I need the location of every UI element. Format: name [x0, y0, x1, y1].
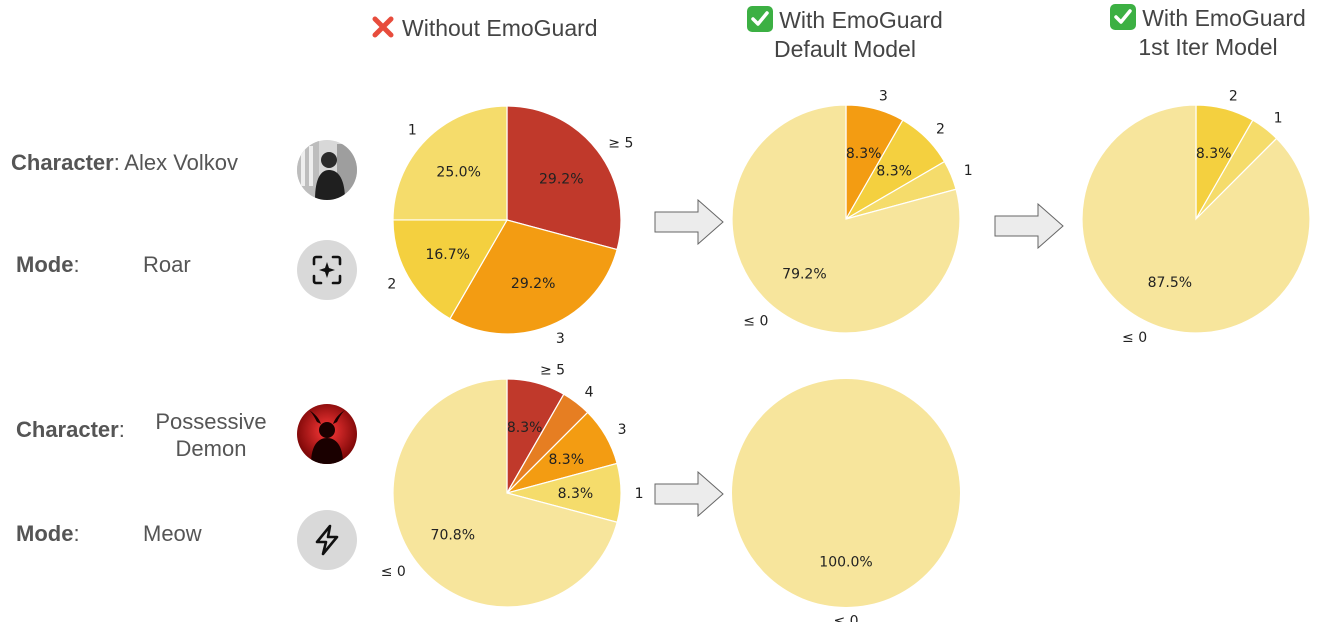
header-iter-line1: With EmoGuard [1142, 5, 1306, 31]
pie-slice [449, 219, 618, 335]
character-name: Possessive Demon [155, 409, 267, 461]
pie-chart-alex-without: 29.2% ≥ 5 29.2% 3 16.7% 2 25.0% 1 [387, 105, 633, 347]
pie-slice [506, 105, 622, 251]
character-name: Alex Volkov [124, 150, 239, 175]
avatar [297, 140, 357, 200]
row2-character-label: Character: [16, 417, 125, 442]
pie-slice [392, 378, 618, 608]
right-arrow-icon [994, 203, 1064, 249]
pie-slice [1081, 104, 1311, 334]
pie-percent-label: 8.3% [876, 163, 912, 179]
header-iter: With EmoGuard 1st Iter Model [1098, 4, 1318, 62]
pie-percent-label: 70.8% [431, 528, 475, 544]
pie-category-label: ≥ 5 [540, 363, 565, 379]
pie-category-label: ≤ 0 [381, 564, 406, 580]
pie-percent-label: 8.3% [507, 420, 543, 436]
pie-category-label: ≥ 5 [608, 135, 633, 151]
header-without: Without EmoGuard [370, 14, 598, 43]
pie-category-label: ≤ 0 [833, 614, 858, 622]
pie-percent-label: 8.3% [548, 452, 584, 468]
pie-slice [392, 105, 508, 221]
right-arrow-icon [654, 199, 724, 245]
avatar [297, 404, 357, 464]
mode-key: Mode [16, 252, 74, 277]
pie-percent-label: 8.3% [1196, 146, 1232, 162]
lightning-icon [297, 510, 357, 570]
header-iter-line2: 1st Iter Model [1138, 34, 1278, 60]
pie-percent-label: 87.5% [1148, 275, 1192, 291]
pie-percent-label: 16.7% [425, 247, 469, 263]
row1-character-label: Character: Alex Volkov [11, 150, 239, 175]
pie-chart-demon-default: 100.0% ≤ 0 [732, 379, 960, 622]
header-default-line2: Default Model [774, 36, 916, 62]
header-default: With EmoGuard Default Model [735, 6, 955, 64]
pie-percent-label: 29.2% [539, 171, 583, 187]
header-without-label: Without EmoGuard [402, 15, 598, 41]
pie-category-label: 2 [936, 121, 945, 137]
character-key: Character [16, 417, 119, 442]
pie-percent-label: 79.2% [782, 266, 826, 282]
pie-percent-label: 8.3% [846, 146, 882, 162]
pie-category-label: 3 [879, 89, 888, 105]
pie-category-label: 2 [387, 277, 396, 293]
pie-category-label: 3 [556, 331, 565, 347]
pie-chart-demon-without: 8.3% ≥ 5 4 8.3% 3 8.3% 1 70.8% ≤ 0 [381, 363, 644, 608]
row1-mode-label: Mode: [16, 252, 80, 277]
pie-slice [731, 104, 961, 334]
pie-category-label: 1 [408, 123, 417, 139]
row2-mode-label: Mode: [16, 521, 80, 546]
pie-percent-label: 100.0% [819, 554, 872, 570]
pie-percent-label: 8.3% [558, 486, 594, 502]
mode-value: Roar [143, 252, 191, 277]
check-mark-icon [747, 6, 774, 32]
check-mark-icon [1110, 4, 1137, 30]
sparkle-focus-icon [297, 240, 357, 300]
pie-percent-label: 29.2% [511, 276, 555, 292]
pie-category-label: 4 [585, 385, 594, 401]
pie-category-label: ≤ 0 [743, 313, 768, 329]
pie-slice [392, 219, 509, 320]
pie-category-label: ≤ 0 [1122, 330, 1147, 346]
pie-category-label: 1 [635, 486, 644, 502]
pie-category-label: 2 [1229, 89, 1238, 105]
header-default-line1: With EmoGuard [779, 7, 943, 33]
pie-percent-label: 25.0% [436, 165, 480, 181]
character-key: Character [11, 150, 114, 175]
pie-category-label: 3 [618, 422, 627, 438]
pie-category-label: 1 [1274, 111, 1283, 127]
pie-chart-alex-default: 8.3% 3 8.3% 2 1 79.2% ≤ 0 [731, 89, 973, 334]
pie-category-label: 1 [964, 163, 973, 179]
row1-avatar [297, 140, 357, 200]
right-arrow-icon [654, 471, 724, 517]
mode-key: Mode [16, 521, 74, 546]
pie-slice [732, 379, 960, 607]
cross-mark-icon [372, 16, 394, 38]
pie-chart-alex-iter: 8.3% 2 1 87.5% ≤ 0 [1081, 89, 1311, 346]
mode-value: Meow [143, 521, 202, 546]
row2-avatar [297, 404, 357, 464]
